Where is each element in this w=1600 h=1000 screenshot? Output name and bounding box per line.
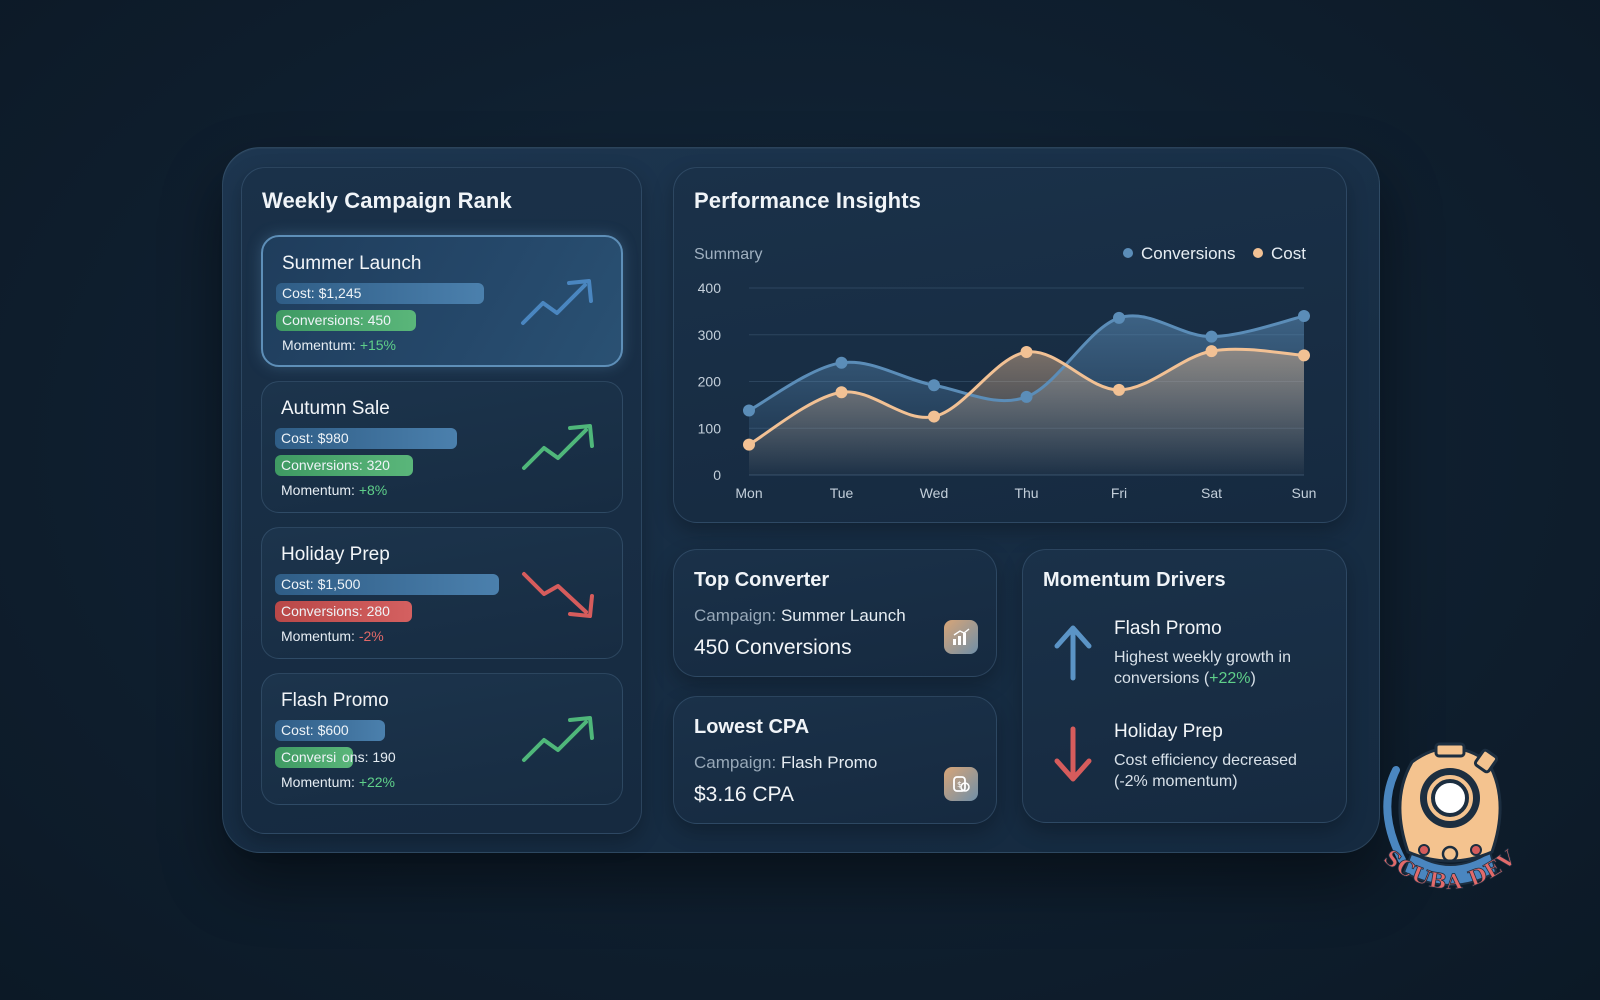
momentum-drivers-panel: Momentum Drivers Flash Promo Highest wee… xyxy=(1022,549,1347,823)
top-converter-title: Top Converter xyxy=(694,569,830,591)
x-tick-label: Wed xyxy=(920,485,949,501)
momentum-value: +15% xyxy=(359,337,397,353)
x-tick-label: Tue xyxy=(830,485,854,501)
lowest-cpa-campaign: Campaign: Flash Promo xyxy=(694,753,878,772)
momentum-text: Momentum: +8% xyxy=(281,482,388,498)
y-tick-label: 100 xyxy=(698,420,722,436)
data-point xyxy=(743,404,755,417)
momentum-text: Momentum: +15% xyxy=(282,337,397,353)
conversions-bar-overflow-text: ons: 190 xyxy=(342,749,396,765)
data-point xyxy=(835,386,848,399)
momentum-value: -2% xyxy=(358,628,384,644)
data-point xyxy=(1020,390,1033,403)
campaign-card-holiday-prep[interactable]: Holiday Prep Cost: $1,500 Conversions: 2… xyxy=(261,527,623,659)
momentum-drivers-title: Momentum Drivers xyxy=(1043,569,1226,591)
conversions-bar: Conversi xyxy=(275,747,353,768)
driver-name: Flash Promo xyxy=(1114,618,1222,639)
coins-icon: $ xyxy=(944,767,978,801)
campaign-name: Autumn Sale xyxy=(281,398,390,419)
x-tick-label: Thu xyxy=(1014,485,1038,501)
campaign-card-autumn-sale[interactable]: Autumn Sale Cost: $980 Conversions: 320 … xyxy=(261,381,623,513)
cost-bar: Cost: $1,245 xyxy=(276,283,484,304)
data-point xyxy=(1113,383,1125,396)
trend-up-icon xyxy=(522,716,594,762)
x-tick-label: Sun xyxy=(1292,485,1317,501)
performance-chart: Summary Conversions Cost 0 100 200 300 400 Mon Tu… xyxy=(694,244,1317,501)
campaign-rank-title: Weekly Campaign Rank xyxy=(262,188,512,213)
data-point xyxy=(928,379,940,392)
trend-up-icon xyxy=(522,424,594,470)
data-point xyxy=(1205,345,1218,358)
data-point xyxy=(1205,330,1218,343)
arrow-up-icon xyxy=(1054,625,1092,681)
cost-bar: Cost: $980 xyxy=(275,428,457,449)
driver-description: Highest weekly growth in conversions (+2… xyxy=(1114,649,1291,687)
scuba-dev-logo: SCUBA DEV xyxy=(1379,742,1520,895)
lowest-cpa-title: Lowest CPA xyxy=(694,716,810,738)
x-tick-label: Sat xyxy=(1201,485,1222,501)
cost-bar: Cost: $1,500 xyxy=(275,574,499,595)
data-point xyxy=(1298,349,1310,362)
y-tick-label: 300 xyxy=(698,327,722,343)
svg-text:$: $ xyxy=(957,780,962,789)
performance-title: Performance Insights xyxy=(694,188,921,213)
data-point xyxy=(928,410,940,423)
momentum-value: +8% xyxy=(358,482,388,498)
legend-marker xyxy=(1123,248,1133,258)
data-point xyxy=(835,356,848,369)
conversions-bar: Conversions: 280 xyxy=(275,601,412,622)
campaign-card-summer-launch[interactable]: Summer Launch Cost: $1,245 Conversions: … xyxy=(261,235,623,367)
series-area xyxy=(749,349,1304,475)
cost-bar: Cost: $600 xyxy=(275,720,385,741)
data-point xyxy=(1020,346,1033,359)
legend-label: Cost xyxy=(1271,244,1306,263)
top-converter-value: 450 Conversions xyxy=(694,636,852,659)
arrow-down-icon xyxy=(1054,726,1092,782)
campaign-name: Summer Launch xyxy=(282,253,422,274)
data-point xyxy=(1113,311,1125,324)
conversions-bar: Conversions: 450 xyxy=(276,310,416,331)
data-point xyxy=(743,438,755,451)
conversions-bar: Conversions: 320 xyxy=(275,455,413,476)
x-tick-label: Fri xyxy=(1111,485,1127,501)
momentum-text: Momentum: +22% xyxy=(281,774,396,790)
lowest-cpa-value: $3.16 CPA xyxy=(694,783,795,806)
chart-subtitle: Summary xyxy=(694,246,762,263)
trend-down-icon xyxy=(522,572,594,618)
bar-chart-icon xyxy=(944,620,978,654)
y-tick-label: 0 xyxy=(713,467,721,483)
y-tick-label: 400 xyxy=(698,280,722,296)
legend-marker xyxy=(1253,248,1263,258)
campaign-name: Flash Promo xyxy=(281,690,389,711)
x-tick-label: Mon xyxy=(735,485,762,501)
top-converter-card[interactable]: Top Converter Campaign: Summer Launch 45… xyxy=(673,549,997,677)
performance-insights-panel: Performance Insights Summary Conversions C… xyxy=(673,167,1347,523)
campaign-name: Holiday Prep xyxy=(281,544,390,565)
lowest-cpa-card[interactable]: Lowest CPA Campaign: Flash Promo $3.16 C… xyxy=(673,696,997,824)
trend-up-icon xyxy=(521,279,593,325)
y-tick-label: 200 xyxy=(698,374,722,390)
campaign-card-flash-promo[interactable]: Flash Promo Cost: $600 Conversi ons: 190… xyxy=(261,673,623,805)
campaign-rank-panel: Weekly Campaign Rank Summer Launch Cost:… xyxy=(241,167,642,834)
driver-name: Holiday Prep xyxy=(1114,721,1223,742)
legend-label: Conversions xyxy=(1141,244,1236,263)
momentum-value: +22% xyxy=(358,774,396,790)
data-point xyxy=(1298,310,1310,323)
momentum-text: Momentum: -2% xyxy=(281,628,384,644)
driver-description: Cost efficiency decreased (-2% momentum) xyxy=(1114,752,1297,790)
top-converter-campaign: Campaign: Summer Launch xyxy=(694,606,906,625)
